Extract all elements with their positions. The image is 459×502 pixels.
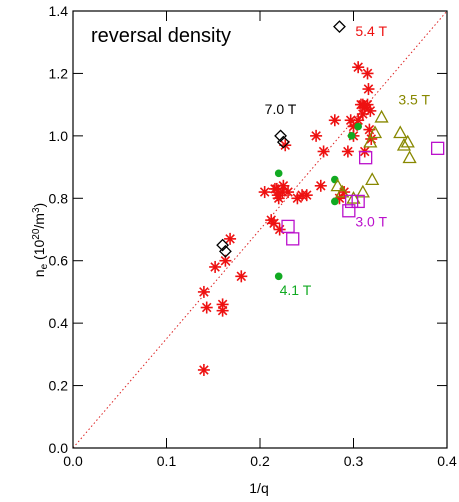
triangle-point bbox=[367, 125, 383, 139]
asterisk-point bbox=[362, 83, 375, 96]
ticks-layer: 0.0 0.1 0.2 0.3 0.4 0.0 0.2 0.4 0.6 0.8 1.0 1.2 1.4 bbox=[49, 3, 457, 469]
y-tick-label: 1.2 bbox=[49, 65, 69, 81]
y-tick-label: 0.4 bbox=[49, 315, 69, 331]
x-tick-label: 0.0 bbox=[63, 453, 83, 469]
asterisk-point bbox=[277, 179, 290, 192]
asterisk-point bbox=[338, 186, 351, 199]
x-tick-label: 0.4 bbox=[437, 453, 457, 469]
y-tick-label: 1.0 bbox=[49, 128, 69, 144]
asterisk-point bbox=[341, 145, 354, 158]
asterisk-point bbox=[258, 186, 271, 199]
y-label-unit-exp2: 3 bbox=[31, 207, 42, 213]
asterisk-point bbox=[352, 61, 365, 74]
asterisk-point bbox=[282, 186, 295, 199]
y-label-sub: e bbox=[39, 263, 50, 269]
asterisk-point bbox=[364, 104, 377, 117]
triangle-point bbox=[402, 150, 417, 164]
triangle-point bbox=[363, 134, 378, 148]
asterisk-point bbox=[328, 114, 341, 127]
chart-title: reversal density bbox=[91, 25, 231, 47]
y-tick-label: 0.2 bbox=[49, 378, 69, 394]
triangle-point bbox=[330, 178, 345, 192]
diamond-point bbox=[218, 244, 232, 258]
series-diamond bbox=[216, 20, 346, 258]
asterisk-point bbox=[209, 260, 222, 273]
diamond-point bbox=[276, 135, 290, 149]
dot-point bbox=[274, 169, 283, 178]
y-label-unit-end: ) bbox=[31, 203, 47, 208]
y-tick-label: 0.6 bbox=[49, 253, 69, 269]
diamond-point bbox=[274, 129, 287, 143]
asterisk-point bbox=[197, 363, 210, 376]
plot-frame bbox=[72, 10, 448, 449]
asterisk-point bbox=[235, 270, 248, 283]
y-tick-label: 1.4 bbox=[49, 3, 69, 19]
series-asterisk bbox=[197, 61, 378, 376]
triangle-point bbox=[346, 190, 361, 204]
y-tick-label: 0.8 bbox=[49, 190, 69, 206]
asterisk-point bbox=[200, 301, 213, 314]
asterisk-point bbox=[273, 223, 286, 236]
field-label: 5.4 T bbox=[355, 23, 387, 39]
asterisk-point bbox=[216, 304, 229, 317]
dot-point bbox=[331, 197, 339, 206]
y-label-main: n bbox=[31, 269, 47, 277]
asterisk-point bbox=[300, 189, 313, 202]
field-label: 7.0 T bbox=[265, 101, 297, 117]
asterisk-point bbox=[224, 232, 237, 245]
series-dot bbox=[274, 122, 362, 281]
y-axis-label-text: ne (1020/m3) bbox=[31, 203, 51, 277]
series-triangle bbox=[330, 109, 417, 204]
dot-point bbox=[274, 272, 283, 281]
square-point bbox=[351, 194, 365, 209]
triangle-point bbox=[355, 184, 370, 198]
field-label: 3.5 T bbox=[398, 92, 430, 108]
y-tick-label: 0.0 bbox=[49, 440, 69, 456]
triangle-point bbox=[400, 134, 415, 148]
y-label-unit-close: /m bbox=[31, 213, 47, 229]
asterisk-point bbox=[197, 285, 210, 298]
field-label: 3.0 T bbox=[355, 213, 387, 229]
square-point bbox=[342, 204, 356, 218]
diamond-point bbox=[333, 20, 346, 34]
dot-point bbox=[347, 132, 356, 140]
annotations: 5.4 T 7.0 T 3.5 T 3.0 T 4.1 T bbox=[265, 23, 431, 298]
square-point bbox=[286, 232, 300, 246]
triangle-point bbox=[335, 184, 350, 198]
x-axis-label: 1/q bbox=[249, 480, 268, 496]
trend-line bbox=[72, 10, 448, 449]
field-label: 4.1 T bbox=[280, 282, 312, 298]
triangle-point bbox=[374, 109, 389, 123]
x-tick-label: 0.2 bbox=[250, 453, 270, 469]
asterisk-point bbox=[352, 114, 365, 127]
asterisk-point bbox=[272, 192, 285, 205]
asterisk-point bbox=[314, 179, 327, 192]
x-tick-label: 0.3 bbox=[344, 453, 364, 469]
triangle-point bbox=[393, 125, 408, 139]
triangle-point bbox=[396, 137, 412, 151]
y-label-unit-open: (10 bbox=[31, 240, 47, 264]
asterisk-point bbox=[361, 67, 374, 80]
diamond-point bbox=[216, 238, 230, 252]
plot-layer: 5.4 T 7.0 T 3.5 T 3.0 T 4.1 T bbox=[72, 10, 448, 449]
y-axis-label: ne (1020/m3) bbox=[31, 203, 51, 277]
dot-point bbox=[354, 122, 362, 131]
asterisk-point bbox=[317, 145, 330, 158]
square-point bbox=[430, 141, 445, 155]
x-tick-label: 0.1 bbox=[157, 453, 177, 469]
asterisk-point bbox=[310, 129, 323, 142]
square-point bbox=[359, 151, 373, 165]
series-square bbox=[281, 141, 445, 246]
y-label-unit-exp: 20 bbox=[31, 228, 42, 240]
triangle-point bbox=[365, 172, 380, 186]
